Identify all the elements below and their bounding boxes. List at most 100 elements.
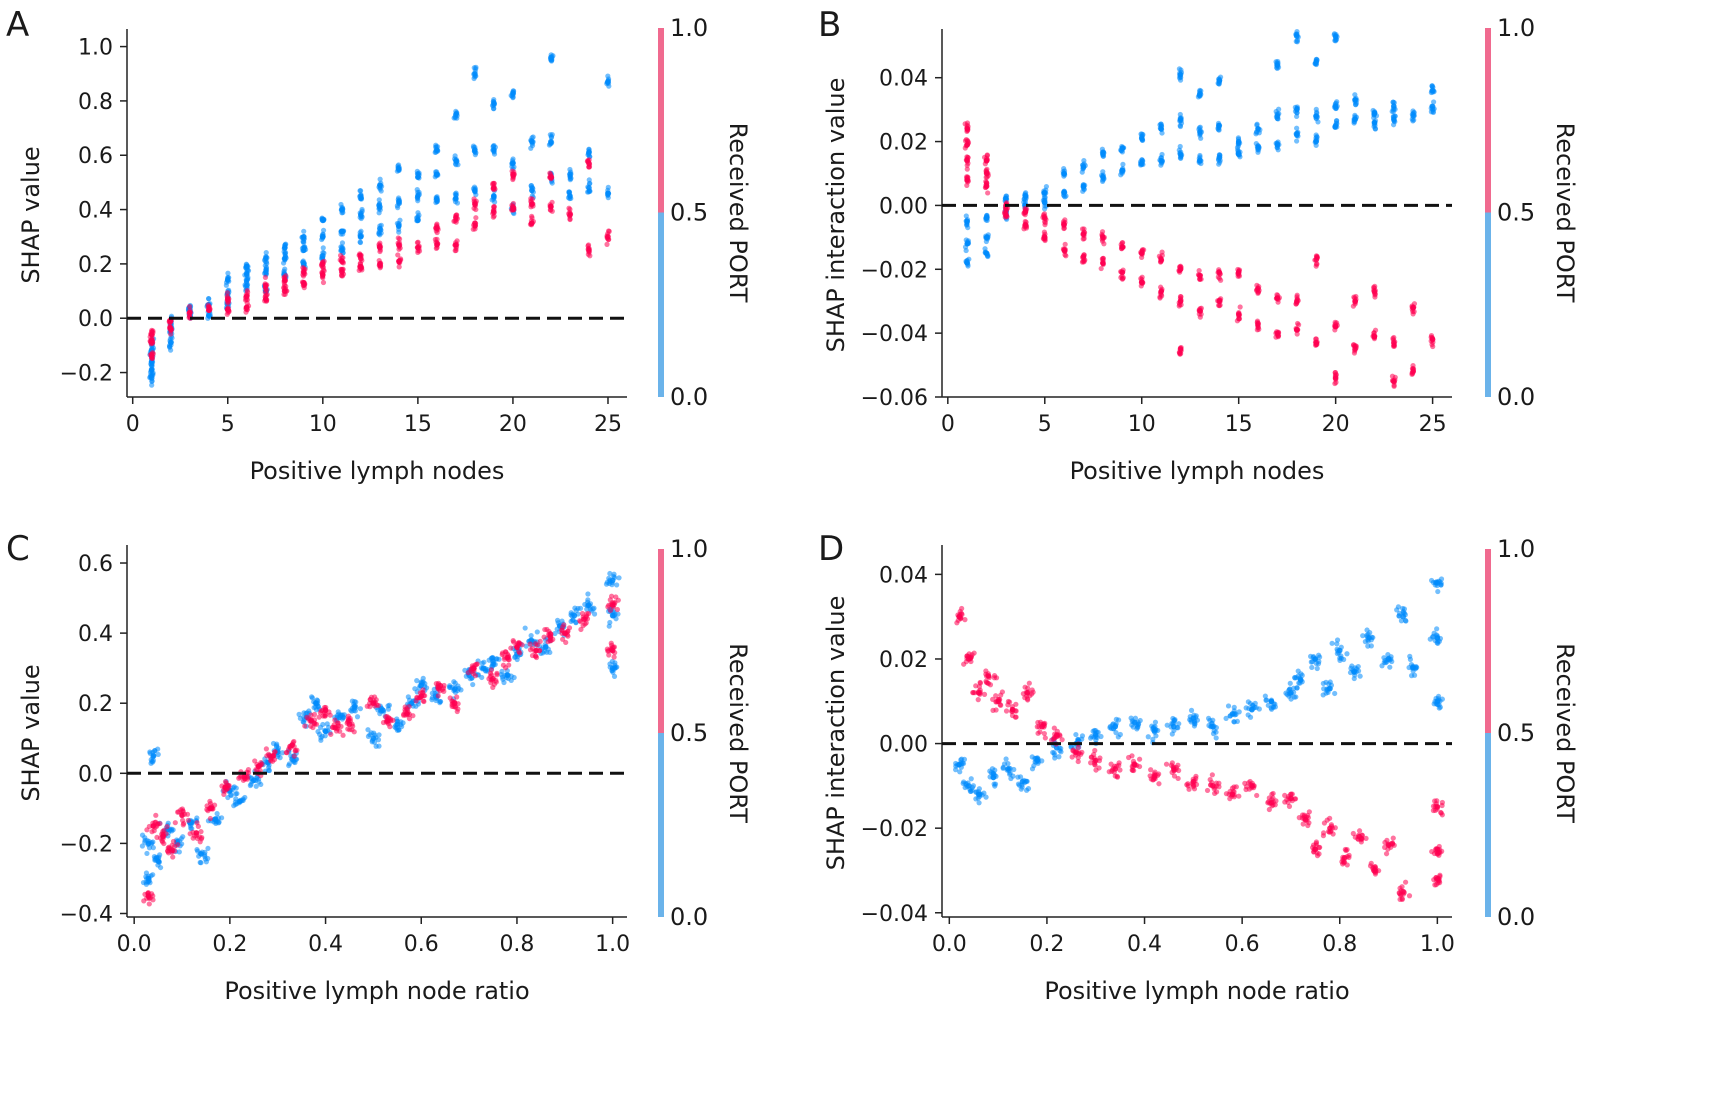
data-point-red bbox=[316, 714, 322, 720]
data-point-blue bbox=[1291, 694, 1297, 700]
data-point-blue bbox=[1177, 116, 1184, 123]
data-point-red bbox=[1321, 830, 1327, 836]
data-point-blue bbox=[1294, 106, 1300, 113]
data-point-red bbox=[1158, 256, 1164, 263]
data-point-blue bbox=[1317, 654, 1323, 660]
data-point-blue bbox=[415, 217, 421, 224]
data-point-red bbox=[1139, 274, 1145, 280]
data-point-blue bbox=[1332, 690, 1338, 697]
data-point-blue bbox=[983, 215, 990, 221]
data-point-red bbox=[1249, 783, 1255, 789]
data-point-red bbox=[255, 763, 262, 770]
data-point-red bbox=[613, 594, 619, 600]
data-point-red bbox=[223, 780, 229, 786]
data-point-blue bbox=[167, 339, 174, 346]
data-point-red bbox=[1371, 333, 1378, 340]
chart-panel-a: A 0 5 10 15 20 25 −0.2 0.0 0.2 0.4 0.6 0.8 1.0 Positiv… bbox=[6, 5, 752, 485]
data-point-red bbox=[490, 684, 496, 690]
data-point-blue bbox=[376, 197, 382, 203]
data-point-red bbox=[1367, 863, 1374, 869]
data-point-blue bbox=[1093, 737, 1099, 743]
data-point-red bbox=[1079, 749, 1085, 755]
data-point-blue bbox=[434, 147, 440, 153]
data-point-blue bbox=[1309, 664, 1315, 671]
data-point-blue bbox=[1327, 685, 1333, 692]
data-point-red bbox=[1289, 791, 1295, 797]
data-point-blue bbox=[1100, 151, 1106, 158]
data-point-red bbox=[993, 675, 1000, 681]
data-point-red bbox=[1391, 378, 1397, 384]
data-point-red bbox=[1439, 812, 1445, 818]
data-point-red bbox=[973, 683, 979, 689]
data-point-red bbox=[964, 125, 971, 132]
data-point-red bbox=[1101, 241, 1107, 247]
data-point-blue bbox=[395, 205, 401, 211]
data-point-red bbox=[1112, 766, 1119, 772]
data-point-red bbox=[1385, 842, 1392, 848]
data-point-blue bbox=[281, 255, 288, 262]
data-point-red bbox=[1117, 767, 1123, 773]
data-point-red bbox=[1352, 298, 1358, 305]
data-point-blue bbox=[339, 247, 345, 254]
data-point-blue bbox=[1216, 78, 1223, 84]
data-point-blue bbox=[225, 270, 231, 276]
data-point-red bbox=[1175, 775, 1181, 782]
data-point-blue bbox=[1169, 731, 1175, 737]
x-tick-label: 20 bbox=[1322, 412, 1350, 437]
colorbar-tick-label: 1.0 bbox=[1497, 535, 1535, 563]
data-point-red bbox=[1210, 783, 1216, 789]
data-point-blue bbox=[394, 721, 401, 728]
data-point-red bbox=[453, 214, 459, 221]
data-point-blue bbox=[610, 669, 616, 675]
data-point-red bbox=[1294, 327, 1300, 333]
data-point-red bbox=[1233, 784, 1239, 790]
data-point-blue bbox=[1003, 756, 1009, 762]
data-point-blue bbox=[396, 198, 402, 205]
data-point-blue bbox=[1034, 757, 1040, 764]
data-point-blue bbox=[470, 681, 476, 688]
data-point-red bbox=[471, 205, 477, 211]
data-point-blue bbox=[414, 678, 420, 684]
data-point-blue bbox=[1371, 123, 1377, 130]
data-point-blue bbox=[1073, 731, 1079, 738]
data-point-blue bbox=[1151, 728, 1158, 734]
data-point-red bbox=[332, 724, 338, 731]
data-point-red bbox=[966, 656, 972, 662]
data-point-red bbox=[1163, 761, 1170, 767]
data-point-red bbox=[396, 258, 402, 264]
data-point-blue bbox=[301, 247, 307, 254]
data-point-blue bbox=[357, 706, 363, 712]
data-point-red bbox=[529, 201, 535, 207]
data-point-blue bbox=[1297, 677, 1304, 683]
x-tick-label: 25 bbox=[594, 412, 622, 437]
data-point-red bbox=[207, 805, 214, 812]
data-point-red bbox=[494, 672, 500, 678]
data-point-blue bbox=[1410, 113, 1417, 119]
data-point-blue bbox=[1015, 774, 1021, 780]
data-point-blue bbox=[1434, 698, 1441, 705]
data-point-blue bbox=[1371, 119, 1378, 126]
data-point-blue bbox=[1411, 117, 1417, 123]
data-point-red bbox=[983, 157, 990, 164]
data-point-red bbox=[1313, 339, 1320, 346]
data-point-blue bbox=[1061, 189, 1067, 196]
data-point-red bbox=[1037, 729, 1043, 735]
data-point-blue bbox=[320, 721, 326, 728]
data-point-red bbox=[548, 204, 554, 210]
data-point-red bbox=[1383, 851, 1390, 857]
data-point-red bbox=[289, 742, 295, 749]
panel-letter: C bbox=[6, 529, 30, 569]
data-point-red bbox=[1313, 256, 1320, 263]
data-point-blue bbox=[262, 269, 269, 275]
data-point-red bbox=[320, 271, 326, 278]
data-point-blue bbox=[1355, 668, 1362, 674]
data-point-blue bbox=[586, 185, 592, 191]
data-point-red bbox=[1138, 279, 1145, 285]
data-point-red bbox=[473, 215, 479, 221]
data-point-red bbox=[164, 823, 170, 830]
data-point-red bbox=[606, 652, 612, 658]
data-point-red bbox=[1204, 787, 1211, 794]
colorbar: 0.0 0.5 1.0 Received PORT bbox=[658, 535, 752, 931]
data-point-red bbox=[453, 247, 459, 253]
data-point-red bbox=[1302, 816, 1309, 823]
